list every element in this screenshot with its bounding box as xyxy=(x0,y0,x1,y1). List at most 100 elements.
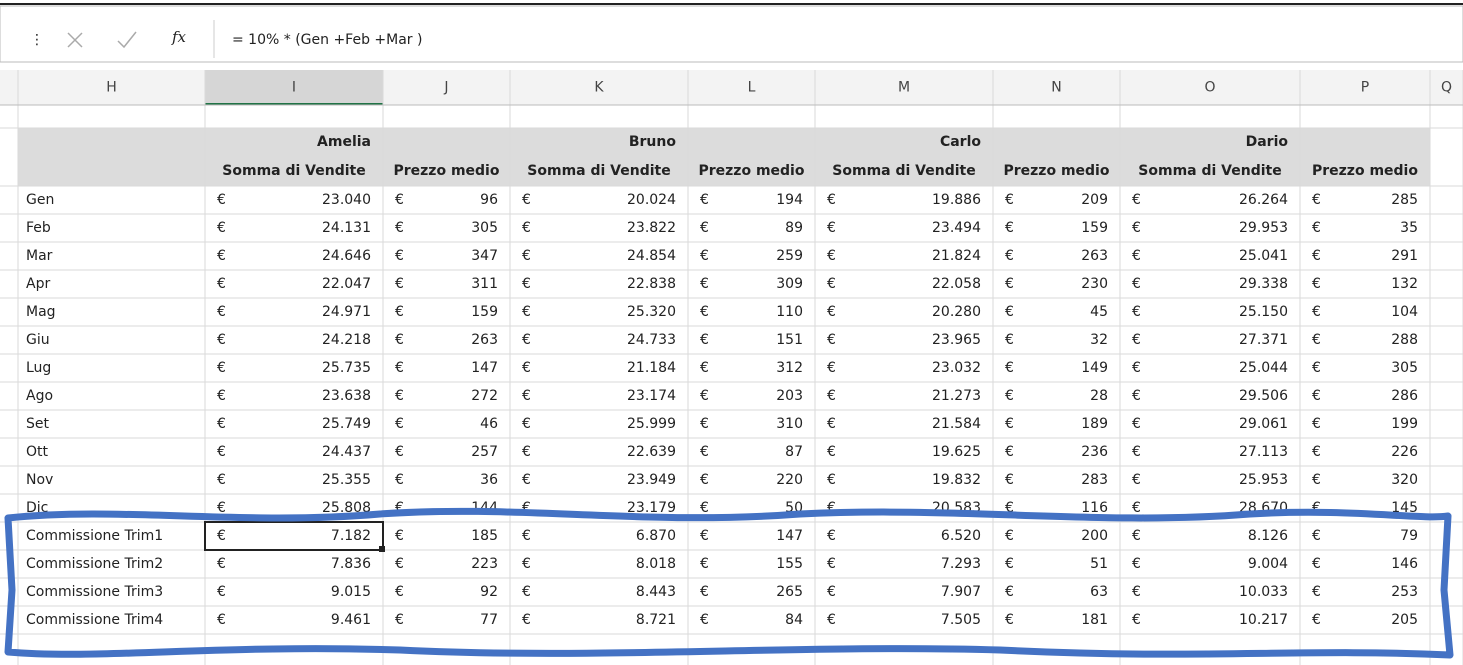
cell-value: 51 xyxy=(1090,556,1108,572)
currency-symbol: € xyxy=(217,500,226,516)
group-name: Carlo xyxy=(940,134,981,150)
cell-value: 24.131 xyxy=(322,220,371,236)
currency-symbol: € xyxy=(827,584,836,600)
row-label: Lug xyxy=(26,360,51,376)
currency-symbol: € xyxy=(1005,444,1014,460)
cell-value: 24.437 xyxy=(322,444,371,460)
currency-symbol: € xyxy=(1132,388,1141,404)
currency-symbol: € xyxy=(827,304,836,320)
cell-value: 25.999 xyxy=(627,416,676,432)
cell-value: 29.061 xyxy=(1239,416,1288,432)
cell-value: 310 xyxy=(776,416,803,432)
currency-symbol: € xyxy=(217,360,226,376)
currency-symbol: € xyxy=(700,220,709,236)
cell-value: 146 xyxy=(1391,556,1418,572)
currency-symbol: € xyxy=(395,612,404,628)
currency-symbol: € xyxy=(700,556,709,572)
cell-value: 92 xyxy=(480,584,498,600)
cell-value: 347 xyxy=(471,248,498,264)
currency-symbol: € xyxy=(217,584,226,600)
header-band xyxy=(18,128,1430,186)
fx-button[interactable]: fx xyxy=(171,28,187,46)
cell-value: 27.371 xyxy=(1239,332,1288,348)
currency-symbol: € xyxy=(522,416,531,432)
cell-value: 23.174 xyxy=(627,388,676,404)
cell-value: 9.004 xyxy=(1248,556,1288,572)
currency-symbol: € xyxy=(1312,360,1321,376)
highlight-outline xyxy=(4,507,1454,659)
currency-symbol: € xyxy=(217,332,226,348)
cell-value: 20.024 xyxy=(627,192,676,208)
currency-symbol: € xyxy=(827,472,836,488)
currency-symbol: € xyxy=(395,472,404,488)
cell-value: 10.033 xyxy=(1239,584,1288,600)
currency-symbol: € xyxy=(217,528,226,544)
row-label: Ago xyxy=(26,388,53,404)
currency-symbol: € xyxy=(1005,220,1014,236)
formula-text[interactable]: = 10% * (Gen +Feb +Mar ) xyxy=(232,32,422,48)
cell-value: 203 xyxy=(776,388,803,404)
cell-value: 159 xyxy=(471,304,498,320)
cell-value: 181 xyxy=(1081,612,1108,628)
currency-symbol: € xyxy=(395,416,404,432)
currency-symbol: € xyxy=(1005,360,1014,376)
cell-value: 199 xyxy=(1391,416,1418,432)
currency-symbol: € xyxy=(1005,416,1014,432)
cell-value: 23.949 xyxy=(627,472,676,488)
cell-value: 45 xyxy=(1090,304,1108,320)
cell-value: 35 xyxy=(1400,220,1418,236)
column-header: Prezzo medio xyxy=(699,163,805,179)
currency-symbol: € xyxy=(522,444,531,460)
currency-symbol: € xyxy=(217,388,226,404)
cell-value: 25.355 xyxy=(322,472,371,488)
cell-value: 23.822 xyxy=(627,220,676,236)
currency-symbol: € xyxy=(522,276,531,292)
currency-symbol: € xyxy=(1005,472,1014,488)
selected-cell xyxy=(204,521,384,551)
row-label: Mar xyxy=(26,248,53,264)
cell-value: 23.032 xyxy=(932,360,981,376)
row-label: Commissione Trim1 xyxy=(26,528,163,544)
currency-symbol: € xyxy=(700,472,709,488)
cell-value: 116 xyxy=(1081,500,1108,516)
currency-symbol: € xyxy=(217,612,226,628)
column-letter: H xyxy=(106,80,117,96)
row-label: Gen xyxy=(26,192,54,208)
cell-value: 87 xyxy=(785,444,803,460)
currency-symbol: € xyxy=(827,612,836,628)
currency-symbol: € xyxy=(1132,332,1141,348)
currency-symbol: € xyxy=(522,472,531,488)
currency-symbol: € xyxy=(827,332,836,348)
currency-symbol: € xyxy=(1312,248,1321,264)
cell-value: 22.058 xyxy=(932,276,981,292)
currency-symbol: € xyxy=(1312,220,1321,236)
confirm-icon[interactable] xyxy=(117,31,137,49)
cell-value: 25.320 xyxy=(627,304,676,320)
currency-symbol: € xyxy=(827,528,836,544)
currency-symbol: € xyxy=(395,360,404,376)
currency-symbol: € xyxy=(395,584,404,600)
cell-value: 89 xyxy=(785,220,803,236)
currency-symbol: € xyxy=(1005,192,1014,208)
currency-symbol: € xyxy=(1132,528,1141,544)
cell-value: 24.971 xyxy=(322,304,371,320)
currency-symbol: € xyxy=(217,556,226,572)
currency-symbol: € xyxy=(1312,472,1321,488)
currency-symbol: € xyxy=(522,304,531,320)
currency-symbol: € xyxy=(1312,584,1321,600)
cancel-icon[interactable] xyxy=(67,32,83,48)
cell-value: 24.854 xyxy=(627,248,676,264)
formula-bar xyxy=(0,5,1463,63)
currency-symbol: € xyxy=(827,220,836,236)
group-name: Bruno xyxy=(629,134,677,150)
currency-symbol: € xyxy=(522,360,531,376)
cell-value: 220 xyxy=(776,472,803,488)
cell-value: 155 xyxy=(776,556,803,572)
currency-symbol: € xyxy=(700,360,709,376)
currency-symbol: € xyxy=(395,388,404,404)
currency-symbol: € xyxy=(1312,528,1321,544)
cell-value: 84 xyxy=(785,612,803,628)
cell-value: 19.832 xyxy=(932,472,981,488)
fill-handle xyxy=(379,546,385,552)
cell-value: 21.184 xyxy=(627,360,676,376)
